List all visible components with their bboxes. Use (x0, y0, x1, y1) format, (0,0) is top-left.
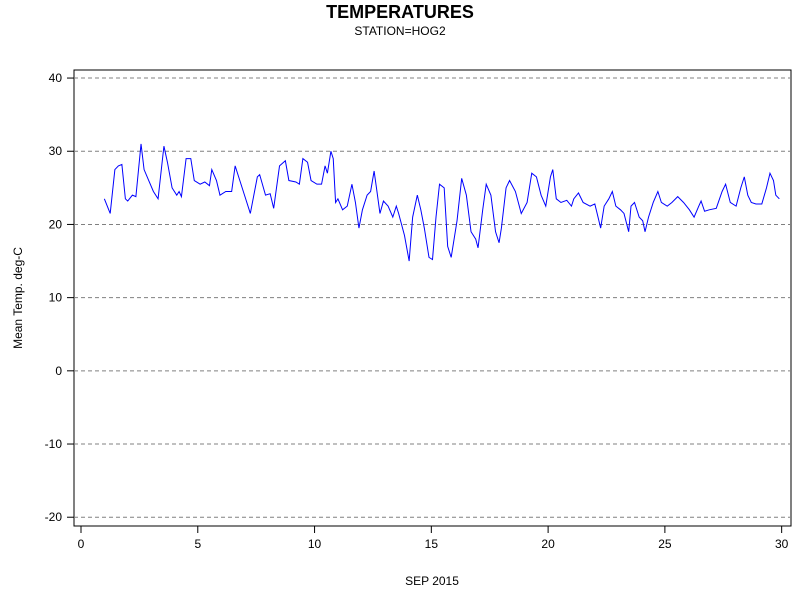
y-tick-label: -10 (45, 437, 63, 451)
chart-title: TEMPERATURES (326, 2, 474, 22)
y-tick-label: 20 (49, 217, 63, 231)
x-tick-label: 20 (541, 537, 555, 551)
x-tick-label: 10 (308, 537, 322, 551)
x-tick-label: 5 (194, 537, 201, 551)
y-tick-label: 10 (49, 291, 63, 305)
x-tick-label: 30 (775, 537, 789, 551)
x-axis-label: SEP 2015 (405, 574, 459, 588)
x-tick-label: 0 (78, 537, 85, 551)
x-tick-label: 15 (425, 537, 439, 551)
y-tick-label: 0 (55, 364, 62, 378)
x-tick-label: 25 (658, 537, 672, 551)
y-tick-label: -20 (45, 510, 63, 524)
y-tick-label: 40 (49, 71, 63, 85)
y-axis-label: Mean Temp. deg-C (11, 247, 25, 349)
data-line (103, 143, 780, 262)
y-tick-label: 30 (49, 144, 63, 158)
chart-subtitle: STATION=HOG2 (354, 24, 446, 38)
